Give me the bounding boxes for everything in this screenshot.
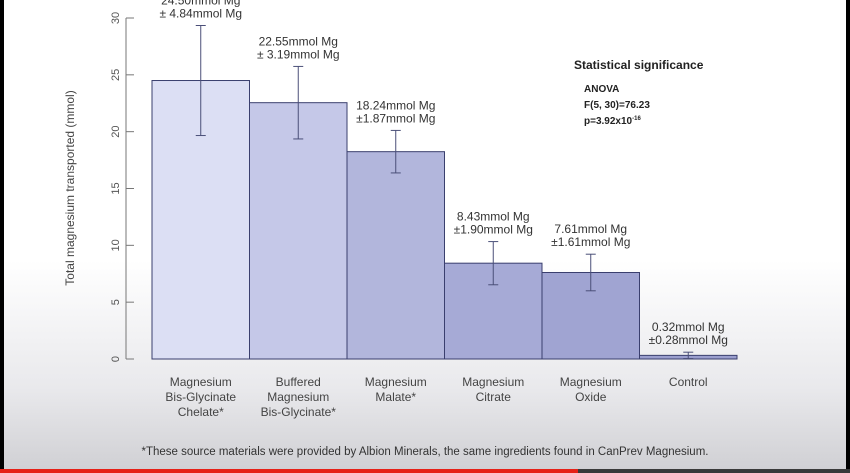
error-label: ±1.90mmol Mg	[454, 223, 533, 237]
error-label: ± 4.84mmol Mg	[159, 7, 242, 21]
y-tick-label: 30	[110, 12, 122, 24]
y-axis-label: Total magnesium transported (mmol)	[63, 90, 77, 285]
stats-p-value: p=3.92x10-16	[584, 116, 641, 127]
category-label: Control	[669, 375, 708, 389]
stats-p-base: p=3.92x10	[584, 116, 633, 127]
error-label: ±1.87mmol Mg	[356, 111, 435, 125]
error-label: ±0.28mmol Mg	[649, 333, 728, 347]
value-label: 24.50mmol Mg	[161, 0, 240, 8]
stats-f-value: F(5, 30)=76.23	[584, 100, 650, 111]
category-label: Bis-Glycinate*	[261, 405, 337, 419]
category-label: Magnesium	[560, 375, 622, 389]
category-label: Citrate	[476, 390, 512, 404]
value-label: 18.24mmol Mg	[356, 98, 435, 112]
bar-chart: 0 5 10 15 20 25 30 24.50mmol Mg± 4.84mmol Mg 22…	[63, 0, 738, 419]
y-tick-label: 0	[110, 356, 122, 362]
value-label: 8.43mmol Mg	[457, 210, 530, 224]
category-label: Magnesium	[267, 390, 329, 404]
category-label: Magnesium	[462, 375, 524, 389]
bar	[346, 151, 445, 360]
slide: 0 5 10 15 20 25 30 24.50mmol Mg ± 4.84mmol Mg 22…	[4, 0, 846, 473]
category-label: Magnesium	[170, 375, 232, 389]
bar	[249, 102, 348, 360]
error-label: ±1.61mmol Mg	[551, 235, 630, 249]
data-labels-layer: 24.50mmol Mg± 4.84mmol Mg 22.55mmol Mg± 3…	[159, 0, 727, 347]
y-tick-label: 25	[110, 69, 122, 81]
video-progress-bar[interactable]	[0, 469, 850, 473]
error-label: ± 3.19mmol Mg	[257, 47, 340, 61]
category-label: Buffered	[276, 375, 321, 389]
y-tick-label: 10	[110, 239, 122, 251]
y-tick-label: 20	[110, 126, 122, 138]
category-label: Oxide	[575, 390, 607, 404]
video-progress-fill	[0, 469, 578, 473]
bars-layer	[151, 80, 738, 360]
footnote: *These source materials were provided by…	[141, 446, 709, 458]
category-labels-layer: MagnesiumBis-GlycinateChelate*BufferedMa…	[165, 375, 707, 419]
stats-p-exp: -16	[632, 116, 641, 122]
statistics-box: Statistical significance ANOVA F(5, 30)=…	[574, 58, 704, 127]
stats-heading: Statistical significance	[574, 58, 704, 72]
value-label: 7.61mmol Mg	[554, 222, 627, 236]
category-label: Bis-Glycinate	[165, 390, 236, 404]
error-bars-layer	[195, 25, 694, 360]
category-label: Chelate*	[178, 405, 224, 419]
category-label: Malate*	[375, 390, 416, 404]
stats-test: ANOVA	[584, 84, 619, 95]
value-label: 0.32mmol Mg	[652, 320, 725, 334]
y-axis: 0 5 10 15 20 25 30	[110, 12, 134, 362]
y-tick-label: 15	[110, 182, 122, 194]
category-label: Magnesium	[365, 375, 427, 389]
value-label: 22.55mmol Mg	[259, 34, 338, 48]
y-tick-label: 5	[110, 299, 122, 305]
